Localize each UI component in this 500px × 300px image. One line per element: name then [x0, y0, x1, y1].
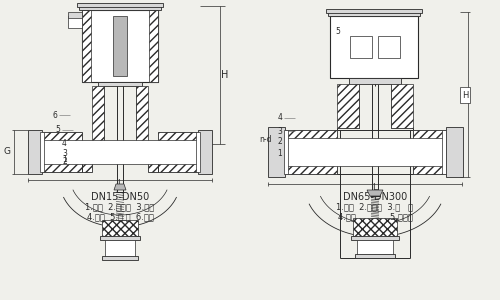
Bar	[326, 9, 422, 13]
Bar	[102, 256, 138, 260]
Text: 2: 2	[62, 158, 67, 166]
Bar	[350, 36, 372, 58]
Polygon shape	[92, 86, 104, 144]
Text: G: G	[3, 148, 10, 157]
Bar	[40, 140, 200, 164]
Bar	[328, 11, 420, 16]
Bar	[113, 16, 127, 76]
Bar	[98, 82, 142, 86]
Bar	[268, 127, 285, 177]
Text: 2: 2	[277, 137, 282, 146]
Bar	[357, 240, 393, 256]
Bar	[355, 254, 395, 258]
Polygon shape	[284, 130, 337, 174]
Polygon shape	[367, 190, 383, 196]
Polygon shape	[337, 84, 359, 128]
Text: 1: 1	[277, 148, 282, 158]
Polygon shape	[391, 84, 413, 128]
Text: 3: 3	[277, 127, 282, 136]
Bar	[40, 132, 44, 172]
Bar	[100, 236, 140, 240]
Text: 1: 1	[62, 155, 67, 164]
Text: n-d: n-d	[259, 136, 271, 145]
Text: L: L	[372, 184, 378, 193]
Bar	[446, 127, 463, 177]
Polygon shape	[148, 132, 200, 172]
Bar	[442, 130, 446, 174]
Bar	[77, 3, 163, 7]
Bar	[378, 36, 400, 58]
Text: 1.阀体  2.阀塞组  3.弹簧: 1.阀体 2.阀塞组 3.弹簧	[86, 202, 154, 211]
Bar	[284, 138, 446, 166]
Bar	[349, 78, 401, 84]
Polygon shape	[136, 86, 148, 144]
Text: H: H	[222, 70, 228, 80]
Bar	[68, 16, 82, 28]
Bar	[198, 130, 212, 174]
Text: DN65-DN300: DN65-DN300	[343, 192, 407, 202]
Text: 5: 5	[335, 28, 340, 37]
Bar	[102, 220, 138, 238]
Polygon shape	[114, 184, 126, 190]
Text: DN15-DN50: DN15-DN50	[91, 192, 149, 202]
Bar	[330, 16, 418, 78]
Text: 1.阀体  2.阀塞组  3.弹   簧: 1.阀体 2.阀塞组 3.弹 簧	[336, 202, 413, 211]
Text: 4.阀盖  5.铁 芯  6.线圈: 4.阀盖 5.铁 芯 6.线圈	[86, 212, 154, 221]
Bar	[82, 10, 91, 82]
Bar	[353, 218, 397, 238]
Text: 4: 4	[62, 140, 67, 148]
Text: 6: 6	[52, 110, 57, 119]
Bar	[79, 5, 161, 10]
Bar	[105, 240, 135, 258]
Bar	[149, 10, 158, 82]
Bar	[68, 12, 82, 18]
Bar	[351, 236, 399, 240]
Text: H: H	[462, 91, 468, 100]
Polygon shape	[40, 132, 92, 172]
Text: 3: 3	[62, 148, 67, 158]
Text: 4: 4	[277, 113, 282, 122]
Bar	[82, 10, 158, 82]
Bar	[284, 130, 288, 174]
Text: L: L	[118, 179, 122, 188]
Text: 4.阀盖             5.电磁铁: 4.阀盖 5.电磁铁	[338, 212, 412, 221]
Bar	[196, 132, 200, 172]
Bar	[460, 87, 470, 103]
Polygon shape	[413, 130, 446, 174]
Text: 5: 5	[55, 125, 60, 134]
Bar	[28, 130, 42, 174]
